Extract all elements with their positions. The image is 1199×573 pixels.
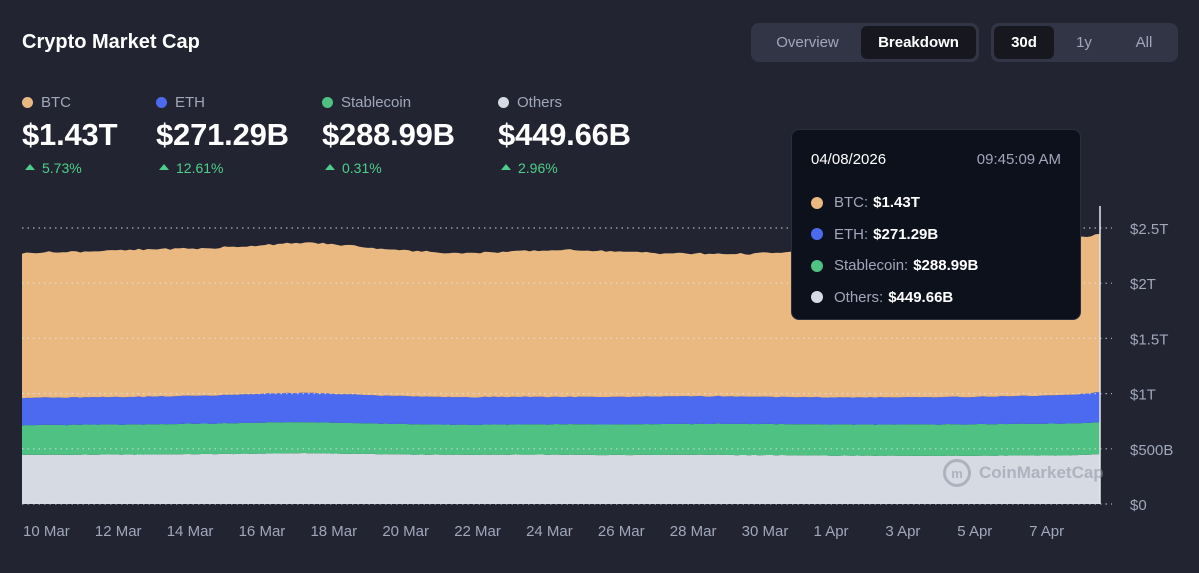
x-tick-label: 1 Apr <box>814 523 849 540</box>
stat-others: Others $449.66B 2.96% <box>498 94 631 176</box>
x-tick-label: 24 Mar <box>526 523 573 540</box>
area-eth <box>22 392 1100 426</box>
area-others <box>22 453 1100 504</box>
x-tick-label: 14 Mar <box>167 523 214 540</box>
y-tick-label: $2T <box>1130 276 1156 293</box>
x-tick-label: 30 Mar <box>742 523 789 540</box>
area-stablecoin <box>22 422 1100 456</box>
tooltip-label: Others: <box>834 288 884 306</box>
btc-dot <box>811 196 823 209</box>
x-tick-label: 12 Mar <box>95 523 142 540</box>
tooltip-row-others: Others: $449.66B <box>811 282 1061 314</box>
x-tick-label: 10 Mar <box>23 523 70 540</box>
stat-eth: ETH $271.29B 12.61% <box>156 94 289 176</box>
x-tick-label: 26 Mar <box>598 523 645 540</box>
stat-change: 12.61% <box>176 160 224 176</box>
btc-legend-dot <box>22 96 33 108</box>
triangle-up-icon <box>325 164 335 170</box>
stat-change: 0.31% <box>342 160 382 176</box>
x-tick-label: 16 Mar <box>239 523 286 540</box>
tooltip-row-btc: BTC: $1.43T <box>811 187 1061 219</box>
x-tick-label: 28 Mar <box>670 523 717 540</box>
stat-value: $449.66B <box>498 117 631 152</box>
tooltip-row-stablecoin: Stablecoin: $288.99B <box>811 250 1061 282</box>
stablecoin-legend-dot <box>322 96 333 108</box>
tooltip-value: $1.43T <box>873 194 920 212</box>
stat-stablecoin: Stablecoin $288.99B 0.31% <box>322 94 455 176</box>
x-tick-label: 22 Mar <box>454 523 501 540</box>
tooltip-time: 09:45:09 AM <box>976 151 1061 168</box>
watermark-text: CoinMarketCap <box>979 463 1104 482</box>
tooltip-label: BTC: <box>834 194 869 212</box>
stat-value: $271.29B <box>156 117 289 152</box>
page-title: Crypto Market Cap <box>22 31 200 53</box>
y-tick-label: $2.5T <box>1130 221 1168 238</box>
x-tick-label: 20 Mar <box>382 523 429 540</box>
view-toggle: Overview Breakdown <box>751 23 979 62</box>
tooltip-label: Stablecoin: <box>834 257 909 275</box>
stat-label: BTC <box>41 93 71 111</box>
others-dot <box>811 291 823 304</box>
range-1y-button[interactable]: 1y <box>1076 34 1092 51</box>
y-tick-label: $1T <box>1130 387 1156 404</box>
triangle-up-icon <box>159 164 169 170</box>
tooltip-date: 04/08/2026 <box>811 151 887 168</box>
eth-dot <box>811 228 823 241</box>
stat-btc: BTC $1.43T 5.73% <box>22 93 118 176</box>
tooltip-value: $271.29B <box>873 225 939 243</box>
range-all-button[interactable]: All <box>1135 34 1153 51</box>
x-tick-label: 18 Mar <box>310 523 357 540</box>
tooltip-value: $288.99B <box>913 257 979 275</box>
tooltip-row-eth: ETH: $271.29B <box>811 219 1061 251</box>
range-toggle: 30d 1y All <box>991 23 1178 62</box>
coinmarketcap-watermark: m CoinMarketCap <box>943 459 1104 487</box>
x-tick-label: 7 Apr <box>1029 523 1064 540</box>
range-30d-button[interactable]: 30d <box>994 26 1054 59</box>
stat-change: 5.73% <box>42 160 82 176</box>
chart-tooltip: 04/08/2026 09:45:09 AM BTC: $1.43T ETH: … <box>791 129 1081 320</box>
stat-label: Stablecoin <box>341 93 412 111</box>
stat-change: 2.96% <box>518 160 558 176</box>
stat-label: ETH <box>175 93 205 111</box>
stat-value: $1.43T <box>22 117 118 152</box>
tab-overview[interactable]: Overview <box>776 34 839 51</box>
tooltip-label: ETH: <box>834 225 869 243</box>
triangle-up-icon <box>25 164 35 170</box>
eth-legend-dot <box>156 96 167 108</box>
stat-label: Others <box>517 93 563 111</box>
y-tick-label: $500B <box>1130 442 1173 459</box>
tab-breakdown[interactable]: Breakdown <box>861 26 976 59</box>
coinmarketcap-logo-icon: m <box>943 459 971 487</box>
tooltip-value: $449.66B <box>888 288 954 306</box>
y-tick-label: $1.5T <box>1130 331 1168 348</box>
stat-value: $288.99B <box>322 117 455 152</box>
x-tick-label: 5 Apr <box>957 523 992 540</box>
stablecoin-dot <box>811 259 823 272</box>
x-tick-label: 3 Apr <box>885 523 920 540</box>
others-legend-dot <box>498 96 509 108</box>
triangle-up-icon <box>501 164 511 170</box>
y-tick-label: $0 <box>1130 497 1147 514</box>
